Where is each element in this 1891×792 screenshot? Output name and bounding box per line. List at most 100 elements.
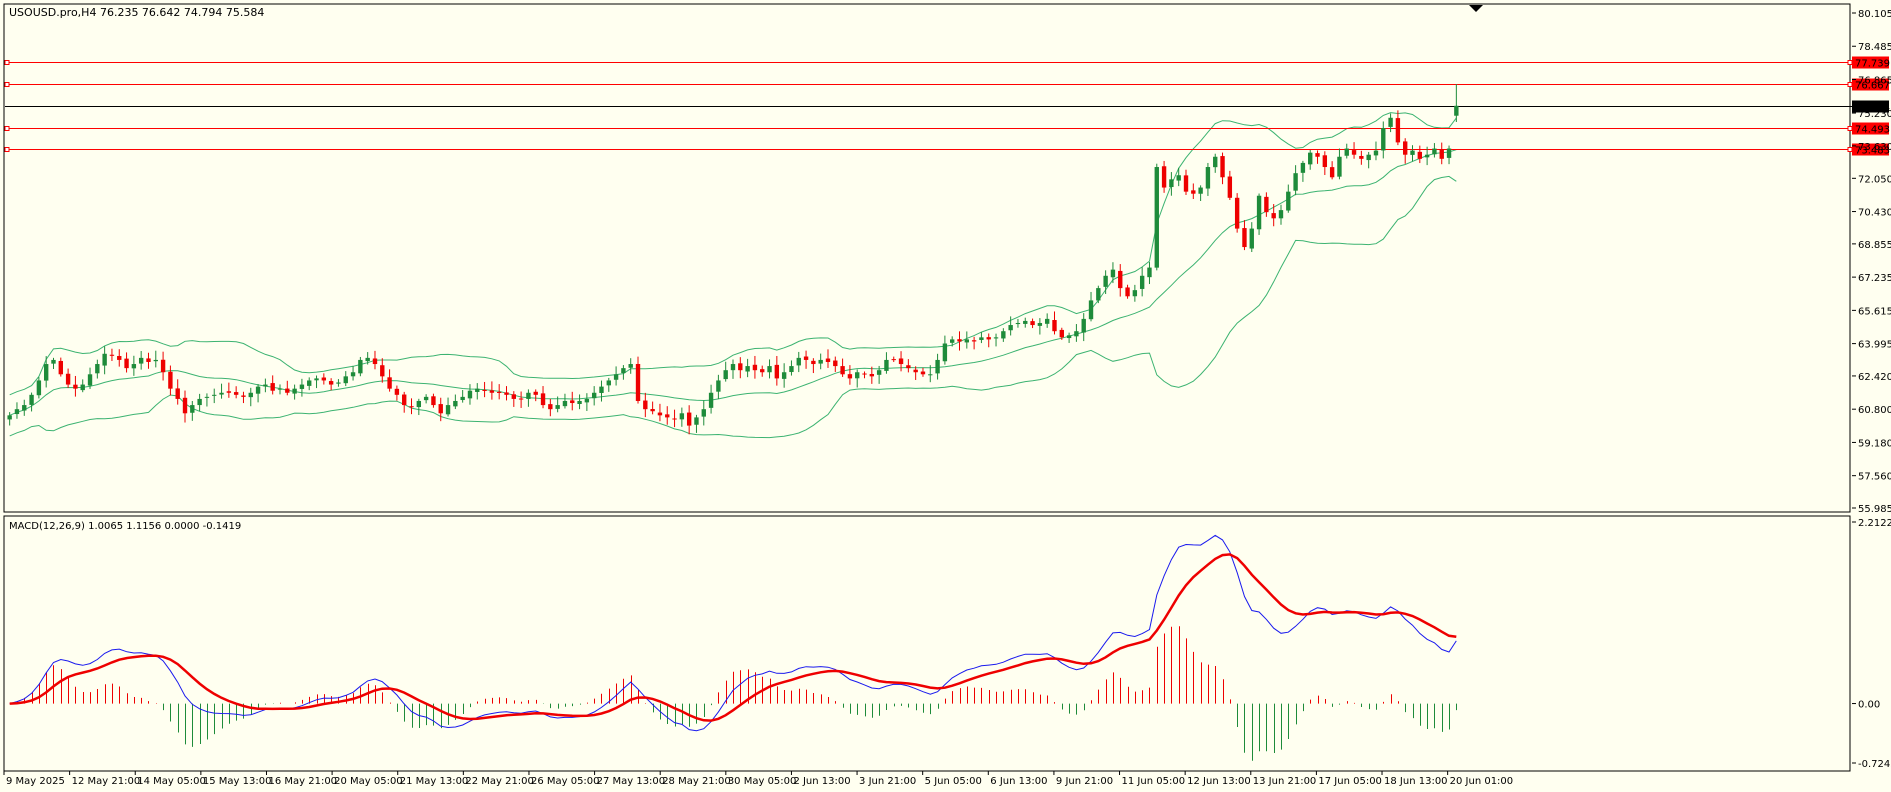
candle-body — [1154, 167, 1159, 268]
candle-body — [1344, 148, 1349, 156]
candle-body — [1081, 318, 1086, 333]
candle-body — [591, 392, 597, 399]
price-pane[interactable]: USOUSD.pro,H4 76.235 76.642 74.794 75.58… — [3, 3, 1891, 515]
time-tick-label: 2 Jun 13:00 — [793, 776, 850, 787]
time-tick-label: 9 Jun 21:00 — [1056, 776, 1113, 787]
price-tick-label: 59.180 — [1858, 438, 1891, 449]
candle-body — [226, 391, 232, 393]
candle-body — [1096, 288, 1101, 301]
candle-body — [796, 357, 801, 366]
candle-body — [840, 366, 845, 375]
level-price-label: 76.667 — [1855, 81, 1890, 92]
candle-body — [299, 384, 305, 389]
candle-body — [365, 357, 370, 362]
candle-body — [358, 359, 363, 374]
candle-body — [445, 405, 451, 415]
candle-body — [906, 365, 911, 369]
candle-body — [7, 415, 12, 420]
horizontal-levels[interactable]: 77.739 76.667 75.584 74.493 73.483 — [4, 56, 1890, 157]
candle-body — [738, 363, 743, 371]
time-tick-label: 18 Jun 13:00 — [1384, 776, 1448, 787]
candle-body — [1066, 335, 1072, 339]
candle-body — [1191, 190, 1196, 194]
level-price-tag — [1852, 143, 1889, 156]
candle-body — [621, 368, 626, 374]
candle-body — [460, 396, 465, 401]
time-tick-label: 13 Jun 21:00 — [1253, 776, 1317, 787]
time-tick-label: 14 May 05:00 — [137, 776, 206, 787]
candle-body — [781, 372, 787, 379]
candle-body — [1388, 117, 1393, 127]
level-price-tag — [1852, 100, 1889, 113]
candle-body — [168, 371, 173, 389]
candle-body — [1139, 275, 1145, 289]
candle-body — [496, 391, 502, 393]
price-axis: 80.105 78.485 76.865 75.230 73.630 72.050 70.4… — [1852, 9, 1891, 515]
candle-body — [548, 404, 553, 410]
candle-body — [314, 378, 319, 381]
candle-body — [1220, 156, 1225, 178]
candle-body — [1351, 150, 1357, 155]
symbol-header: USOUSD.pro,H4 76.235 76.642 74.794 75.58… — [9, 6, 264, 19]
candle-body — [402, 394, 407, 406]
candle-body — [679, 413, 685, 420]
level-price-label: 77.739 — [1855, 59, 1890, 70]
candle-body — [1227, 176, 1233, 198]
time-tick-label: 6 Jun 13:00 — [990, 776, 1047, 787]
candle-body — [1329, 167, 1335, 178]
candle-body — [58, 360, 63, 375]
level-price-tag — [1852, 122, 1889, 135]
candle-body — [131, 364, 137, 369]
candle-body — [913, 369, 918, 373]
candle-body — [190, 405, 195, 413]
candle-body — [328, 381, 334, 385]
candle-body — [942, 343, 948, 362]
candle-body — [928, 374, 933, 376]
candle-body — [29, 394, 34, 405]
candle-body — [124, 358, 129, 369]
candle-body — [935, 359, 940, 374]
time-tick-label: 15 May 13:00 — [203, 776, 272, 787]
bb-middle-line — [9, 149, 1457, 416]
candle-body — [628, 364, 633, 368]
candle-body — [160, 359, 166, 373]
macd-pane[interactable]: MACD(12,26,9) 1.0065 1.1156 0.0000 -0.14… — [3, 515, 1891, 772]
candle-body — [431, 396, 436, 406]
candle-body — [950, 339, 955, 343]
level-handle-left — [4, 60, 10, 65]
candle-body — [307, 380, 312, 386]
candle-body — [1205, 167, 1211, 189]
time-tick-label: 16 May 21:00 — [268, 776, 337, 787]
candle-body — [818, 359, 823, 364]
candle-body — [380, 365, 385, 377]
candle-body — [1293, 173, 1298, 191]
candle-body — [65, 373, 71, 385]
candle-body — [862, 373, 867, 375]
candle-body — [1417, 151, 1423, 159]
level-handle-right — [1847, 126, 1853, 131]
candle-body — [1074, 331, 1079, 337]
candle-body — [1403, 141, 1408, 155]
candle-body — [993, 337, 999, 339]
scroll-marker-icon[interactable] — [1469, 5, 1483, 12]
macd-pane-frame — [3, 515, 1851, 772]
candle-body — [212, 394, 217, 396]
candle-body — [233, 392, 239, 395]
candle-body — [833, 360, 838, 367]
candle-body — [1395, 118, 1401, 143]
level-handle-left — [4, 126, 10, 131]
time-tick-label: 20 Jun 01:00 — [1450, 776, 1514, 787]
candle-body — [767, 366, 772, 373]
macd-tick-label: 0.00 — [1858, 700, 1880, 711]
candle-body — [438, 404, 443, 414]
candle-body — [876, 370, 882, 375]
candle-body — [117, 356, 122, 360]
candle-body — [1315, 153, 1320, 157]
candle-body — [467, 390, 473, 399]
level-price-label: 73.483 — [1855, 146, 1890, 157]
candle-body — [979, 337, 984, 340]
candle-body — [518, 398, 524, 400]
time-tick-label: 20 May 05:00 — [334, 776, 403, 787]
candle-body — [1446, 148, 1452, 158]
